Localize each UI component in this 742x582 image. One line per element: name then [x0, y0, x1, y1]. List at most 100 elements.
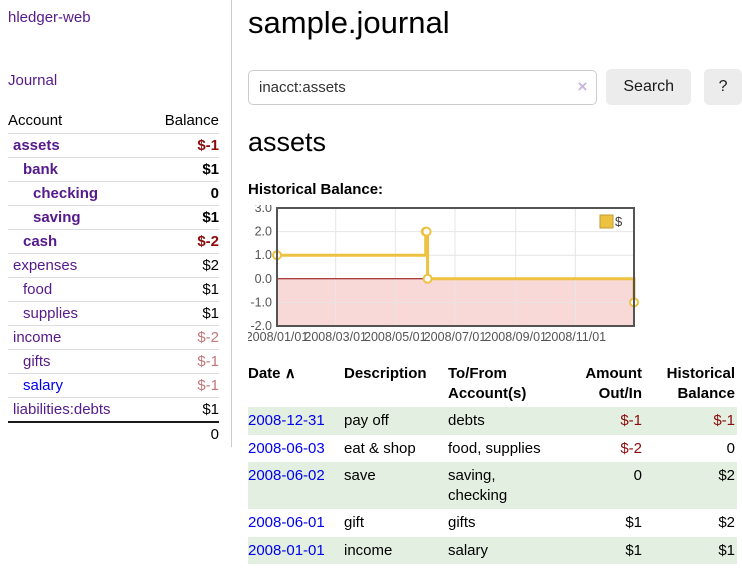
- account-link[interactable]: income: [13, 329, 62, 346]
- accounts-total-row: 0: [8, 421, 219, 446]
- account-link[interactable]: expenses: [13, 257, 78, 274]
- transaction-date-link[interactable]: 2008-12-31: [248, 412, 325, 430]
- account-balance: $1: [146, 277, 219, 302]
- sort-asc-icon: ∧: [284, 365, 296, 383]
- transaction-accounts: gifts: [448, 514, 476, 532]
- account-link[interactable]: food: [23, 281, 53, 298]
- accounts-total-balance: 0: [146, 421, 219, 446]
- transaction-balance: $-1: [713, 412, 735, 430]
- transaction-amount: $1: [625, 541, 642, 559]
- transaction-amount: $-2: [620, 439, 642, 457]
- chart-x-tick-label: 2008/03/01: [304, 330, 367, 344]
- transaction-accounts: food, supplies: [448, 439, 541, 457]
- account-link[interactable]: liabilities:debts: [13, 401, 111, 418]
- account-balance: $-1: [146, 373, 219, 398]
- app-title-link[interactable]: hledger-web: [8, 9, 91, 26]
- transaction-amount: $1: [625, 514, 642, 532]
- account-balance: $-2: [146, 229, 219, 254]
- transaction-balance: $2: [718, 467, 735, 485]
- chart-y-tick-label: 1.0: [255, 248, 272, 262]
- transaction-row[interactable]: 2008-06-02 save saving, checking 0 $2: [248, 462, 737, 510]
- account-balance: $-2: [146, 325, 219, 350]
- account-balance: $1: [146, 397, 219, 422]
- register-header-accounts: To/From Account(s): [448, 365, 527, 402]
- chart-legend-label: $: [615, 214, 623, 229]
- account-link[interactable]: bank: [23, 161, 59, 178]
- sidebar: hledger-web Journal Account Balance asse…: [0, 0, 232, 447]
- account-balance: $-1: [146, 349, 219, 374]
- register-table: Date ∧ Description To/From Account(s) Am…: [248, 362, 737, 565]
- search-input[interactable]: [248, 69, 598, 105]
- account-balance: $2: [146, 253, 219, 278]
- transaction-amount: 0: [633, 467, 642, 485]
- account-balance: $1: [146, 157, 219, 182]
- accounts-header-balance: Balance: [164, 112, 219, 129]
- help-button[interactable]: ?: [704, 69, 742, 106]
- search-bar: × Search ?: [248, 69, 742, 106]
- chart-y-tick-label: -2.0: [250, 319, 272, 333]
- transaction-balance: $1: [718, 541, 735, 559]
- page-title: sample.journal: [248, 5, 450, 40]
- transaction-row[interactable]: 2008-12-31 pay off debts $-1 $-1: [248, 407, 737, 435]
- sidebar-item-journal[interactable]: Journal: [8, 72, 58, 89]
- chart-label: Historical Balance:: [248, 181, 384, 199]
- accounts-header-account: Account: [8, 112, 63, 129]
- clear-search-icon[interactable]: ×: [577, 76, 588, 96]
- account-row: liabilities:debts $1: [8, 397, 219, 422]
- account-balance: $1: [146, 205, 219, 230]
- account-row: cash $-2: [8, 229, 219, 254]
- account-title: assets: [248, 127, 327, 158]
- account-row: salary $-1: [8, 373, 219, 398]
- transaction-row[interactable]: 2008-06-01 gift gifts $1 $2: [248, 509, 737, 537]
- chart-x-tick-label: 2008/05/01: [364, 330, 427, 344]
- transaction-accounts: debts: [448, 412, 485, 430]
- account-row: bank $1: [8, 157, 219, 182]
- account-row: supplies $1: [8, 301, 219, 326]
- chart-legend-swatch: [599, 214, 614, 229]
- account-link[interactable]: assets: [13, 137, 60, 154]
- account-row: food $1: [8, 277, 219, 302]
- chart-y-tick-label: -1.0: [250, 296, 272, 310]
- account-link[interactable]: cash: [23, 233, 58, 250]
- account-link[interactable]: saving: [33, 209, 81, 226]
- account-row: gifts $-1: [8, 349, 219, 374]
- main-content: sample.journal × Search ? assets Histori…: [248, 0, 742, 565]
- account-balance: 0: [146, 181, 219, 206]
- register-header-amount: Amount Out/In: [585, 365, 642, 402]
- chart-x-tick-label: 2008/07/01: [424, 330, 487, 344]
- account-row: checking 0: [8, 181, 219, 206]
- chart-x-tick-label: 2008/01/01: [248, 330, 308, 344]
- chart-y-tick-label: 0.0: [255, 272, 272, 286]
- transaction-balance: 0: [726, 439, 735, 457]
- transaction-date-link[interactable]: 2008-01-01: [248, 541, 325, 559]
- account-row: saving $1: [8, 205, 219, 230]
- register-header-date[interactable]: Date ∧: [248, 365, 296, 383]
- transaction-date-link[interactable]: 2008-06-03: [248, 439, 325, 457]
- transaction-balance: $2: [718, 514, 735, 532]
- chart-border: [276, 207, 635, 328]
- account-row: assets $-1: [8, 133, 219, 158]
- chart-y-tick-label: 3.0: [255, 205, 272, 215]
- transaction-description: pay off: [344, 412, 389, 430]
- transaction-date-link[interactable]: 2008-06-02: [248, 467, 325, 485]
- transaction-date-link[interactable]: 2008-06-01: [248, 514, 325, 532]
- account-balance: $1: [146, 301, 219, 326]
- chart-x-tick-label: 2008/09/01: [484, 330, 547, 344]
- historical-balance-chart[interactable]: $3.0 2.0 1.0 0.0 -1.0 -2.0 2008/01/01 2008/03/0…: [248, 205, 742, 347]
- transaction-description: eat & shop: [344, 439, 416, 457]
- transaction-description: gift: [344, 514, 365, 532]
- search-button[interactable]: Search: [606, 69, 692, 106]
- account-balance: $-1: [146, 133, 219, 158]
- transaction-amount: $-1: [620, 412, 642, 430]
- account-link[interactable]: supplies: [23, 305, 79, 322]
- chart-y-tick-label: 2.0: [255, 225, 272, 239]
- chart-data-marker: [421, 226, 432, 237]
- account-link[interactable]: salary: [23, 377, 64, 394]
- chart-x-tick-label: 2008/11/01: [544, 330, 606, 344]
- transaction-row[interactable]: 2008-06-03 eat & shop food, supplies $-2 0: [248, 435, 737, 463]
- account-link[interactable]: checking: [33, 185, 99, 202]
- transaction-row[interactable]: 2008-01-01 income salary $1 $1: [248, 536, 737, 565]
- register-header-description: Description: [344, 365, 427, 383]
- register-header-balance: Historical Balance: [666, 365, 735, 402]
- account-link[interactable]: gifts: [23, 353, 51, 370]
